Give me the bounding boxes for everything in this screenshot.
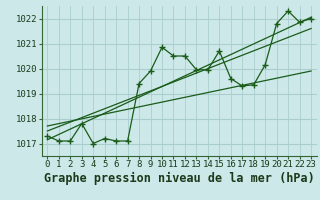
- X-axis label: Graphe pression niveau de la mer (hPa): Graphe pression niveau de la mer (hPa): [44, 172, 315, 185]
